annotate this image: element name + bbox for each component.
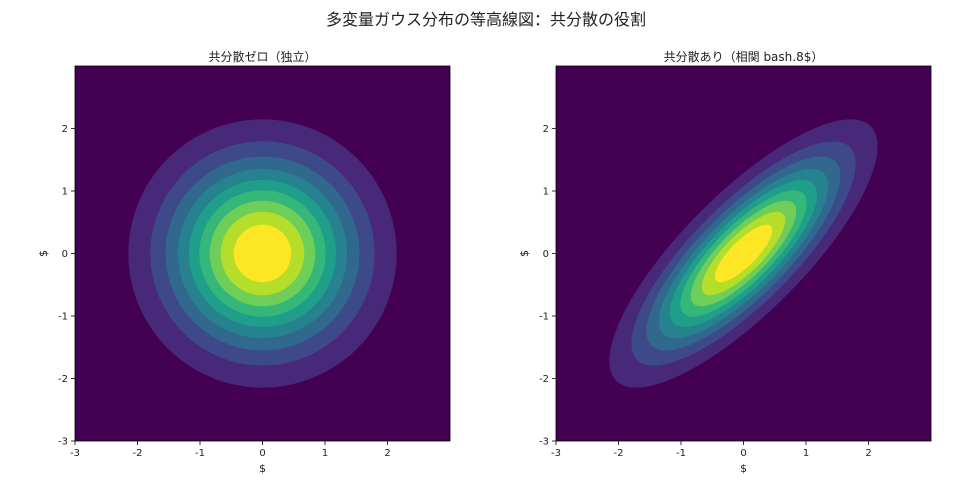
right-ytick-label: -1 <box>539 312 549 323</box>
right-xtick-label: -1 <box>676 448 686 459</box>
right-ytick-label: 0 <box>543 249 549 260</box>
left-plot-title: 共分散ゼロ（独立） <box>208 50 317 64</box>
left-ytick-label: 2 <box>62 124 68 135</box>
right-x-axis-label: $ <box>740 462 747 475</box>
left-ytick-label: -2 <box>58 374 68 385</box>
left-ytick-label: -1 <box>58 312 68 323</box>
right-ytick-label: 1 <box>543 187 549 198</box>
right-ytick-label: 2 <box>543 124 549 135</box>
right-xtick-label: 0 <box>740 448 746 459</box>
left-xtick-label: -2 <box>133 448 143 459</box>
right-ytick-label: -2 <box>539 374 549 385</box>
right-contour-level-9 <box>714 224 773 283</box>
left-xtick-label: -1 <box>195 448 205 459</box>
right-contour-fills <box>609 119 878 388</box>
left-contour-fills <box>128 119 397 388</box>
left-ytick-label: 1 <box>62 187 68 198</box>
left-xtick-label: 1 <box>322 448 328 459</box>
left-xtick-label: 2 <box>384 448 390 459</box>
left-x-axis-label: $ <box>259 462 266 475</box>
right-xtick-label: 1 <box>803 448 809 459</box>
right-xtick-label: 2 <box>865 448 871 459</box>
left-ytick-label: -3 <box>58 437 68 448</box>
right-plot-group: -3 -2 -1 0 1 2 -3 -2 -1 0 1 2 $ $ <box>518 65 932 475</box>
left-plot-group: -3 -2 -1 0 1 2 -3 -2 -1 0 1 2 $ $ <box>37 65 451 475</box>
left-xtick-label: -3 <box>70 448 80 459</box>
right-ytick-label: -3 <box>539 437 549 448</box>
left-y-axis-label: $ <box>37 250 50 257</box>
right-plot-title: 共分散あり（相関 bash.8$） <box>663 50 824 64</box>
left-contour-level-9 <box>233 224 292 283</box>
right-xtick-label: -3 <box>551 448 561 459</box>
left-xtick-label: 0 <box>259 448 265 459</box>
right-y-axis-label: $ <box>518 250 531 257</box>
left-ytick-label: 0 <box>62 249 68 260</box>
right-xtick-label: -2 <box>614 448 624 459</box>
figure-title: 多変量ガウス分布の等高線図：共分散の役割 <box>325 10 646 29</box>
